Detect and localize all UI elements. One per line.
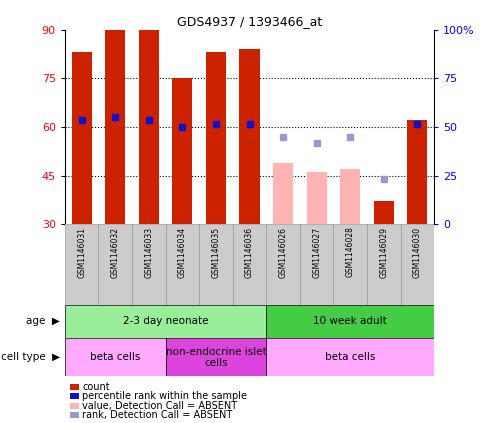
Text: beta cells: beta cells — [90, 352, 140, 363]
Bar — [340, 169, 360, 224]
Text: 10 week adult: 10 week adult — [313, 316, 387, 327]
Text: percentile rank within the sample: percentile rank within the sample — [82, 391, 248, 401]
Text: GSM1146028: GSM1146028 — [346, 227, 355, 277]
Bar — [98, 224, 132, 305]
Bar — [65, 305, 266, 338]
Text: GSM1146027: GSM1146027 — [312, 227, 321, 277]
Bar — [266, 305, 434, 338]
Text: non-endocrine islet
cells: non-endocrine islet cells — [166, 346, 266, 368]
Bar — [166, 338, 266, 376]
Bar — [300, 224, 333, 305]
Text: count: count — [82, 382, 110, 392]
Bar — [172, 78, 193, 224]
Bar — [65, 338, 166, 376]
Bar — [266, 224, 300, 305]
Bar — [401, 224, 434, 305]
Text: GSM1146029: GSM1146029 — [379, 227, 388, 277]
Bar — [166, 224, 199, 305]
Text: GSM1146035: GSM1146035 — [212, 227, 221, 278]
Text: age  ▶: age ▶ — [26, 316, 60, 327]
Bar — [333, 224, 367, 305]
Title: GDS4937 / 1393466_at: GDS4937 / 1393466_at — [177, 16, 322, 28]
Bar — [199, 224, 233, 305]
Text: GSM1146034: GSM1146034 — [178, 227, 187, 278]
Bar — [306, 172, 327, 224]
Bar — [273, 162, 293, 224]
Text: GSM1146030: GSM1146030 — [413, 227, 422, 278]
Bar — [139, 30, 159, 224]
Bar — [71, 52, 92, 224]
Text: rank, Detection Call = ABSENT: rank, Detection Call = ABSENT — [82, 410, 233, 420]
Text: GSM1146032: GSM1146032 — [111, 227, 120, 277]
Bar — [266, 338, 434, 376]
Text: GSM1146033: GSM1146033 — [144, 227, 153, 278]
Text: GSM1146031: GSM1146031 — [77, 227, 86, 277]
Bar — [240, 49, 259, 224]
Text: GSM1146026: GSM1146026 — [278, 227, 287, 277]
Text: value, Detection Call = ABSENT: value, Detection Call = ABSENT — [82, 401, 238, 411]
Bar — [105, 30, 125, 224]
Text: GSM1146036: GSM1146036 — [245, 227, 254, 278]
Bar — [374, 201, 394, 224]
Text: 2-3 day neonate: 2-3 day neonate — [123, 316, 208, 327]
Bar — [367, 224, 401, 305]
Text: cell type  ▶: cell type ▶ — [1, 352, 60, 363]
Bar — [65, 224, 98, 305]
Bar — [233, 224, 266, 305]
Bar — [206, 52, 226, 224]
Text: beta cells: beta cells — [325, 352, 375, 363]
Bar — [407, 121, 428, 224]
Bar — [132, 224, 166, 305]
